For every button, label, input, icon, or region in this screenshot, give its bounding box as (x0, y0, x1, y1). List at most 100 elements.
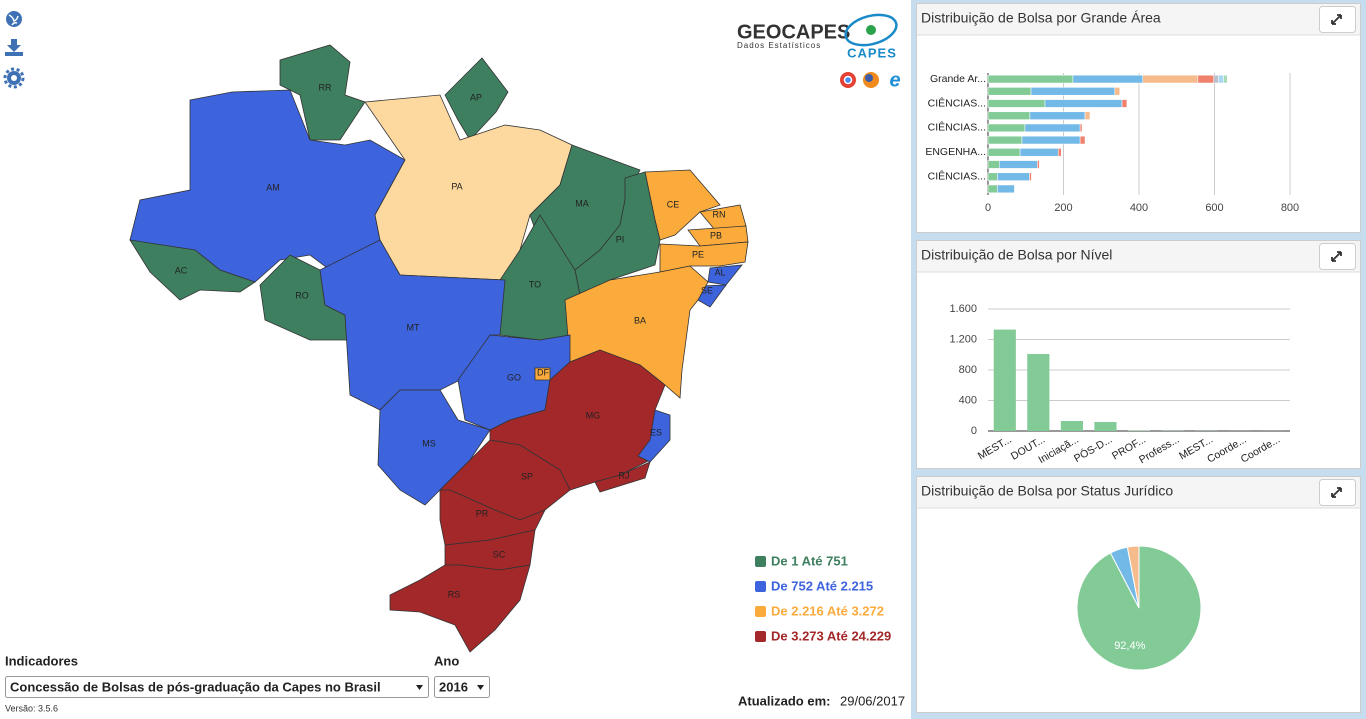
indicator-select[interactable] (5, 676, 429, 698)
state-label: GO (507, 372, 521, 382)
legend-label: De 2.216 Até 3.272 (771, 603, 884, 618)
bar-segment (1223, 74, 1228, 84)
chart-panel (916, 240, 1361, 469)
y-tick-label: ENGENHA... (925, 146, 986, 158)
expand-icon (1331, 251, 1342, 262)
settings-icon[interactable] (3, 67, 25, 89)
legend-swatch (755, 631, 766, 642)
gear-hole (11, 75, 17, 81)
state-label: CE (667, 199, 680, 209)
gear-teeth (3, 67, 25, 89)
state-label: BA (634, 315, 646, 325)
y-tick-label: 1.200 (949, 333, 977, 345)
state-label: MA (575, 198, 589, 208)
logo-brand: CAPES (847, 45, 897, 60)
logo: GEOCAPES Dados Estatísticos CAPES e (737, 13, 901, 91)
bar-segment (987, 160, 1000, 169)
state-label: RR (319, 82, 332, 92)
state-label: RN (713, 209, 726, 219)
y-tick-label: 800 (959, 364, 977, 376)
bar-segment (1057, 148, 1062, 157)
state-label: PE (692, 249, 704, 259)
bar-segment (1037, 160, 1040, 169)
select-arrow (477, 685, 484, 690)
logo-subtitle: Dados Estatísticos (737, 41, 821, 50)
download-icon[interactable] (5, 39, 23, 56)
bar-segment (1019, 148, 1059, 157)
chart-title: Distribuição de Bolsa por Nível (921, 247, 1112, 263)
updated-value: 29/06/2017 (840, 693, 905, 708)
bar-segment (1029, 172, 1032, 181)
state-label: RS (448, 589, 461, 599)
chart-title: Distribuição de Bolsa por Grande Área (921, 10, 1161, 26)
state-region[interactable] (439, 489, 546, 546)
legend-swatch (755, 606, 766, 617)
state-label: AM (266, 182, 280, 192)
x-tick-label: 0 (985, 202, 991, 214)
logo-title: GEOCAPES (737, 21, 850, 43)
state-region[interactable] (129, 89, 406, 283)
state-label: ES (650, 427, 662, 437)
state-region[interactable] (594, 461, 651, 493)
bar-segment (1021, 135, 1081, 145)
year-label: Ano (434, 653, 459, 668)
bar-segment (1121, 99, 1128, 108)
bar-segment (987, 87, 1032, 96)
year-select[interactable] (434, 676, 490, 698)
bar-segment (1218, 74, 1224, 84)
y-tick-label: CIÊNCIAS... (928, 96, 986, 109)
state-region[interactable] (389, 564, 531, 653)
bar-segment (1030, 87, 1116, 96)
state-region[interactable] (319, 239, 506, 411)
state-label: RO (295, 290, 309, 300)
ie-icon[interactable]: e (889, 69, 900, 91)
select-arrow (416, 685, 423, 690)
y-tick-label: 1.600 (949, 303, 977, 315)
y-tick-label: Grande Ar... (930, 73, 986, 85)
state-region[interactable] (444, 57, 509, 141)
version: Versão: 3.5.6 (5, 703, 58, 713)
x-tick-label: 800 (1281, 202, 1299, 214)
bar (1027, 353, 1050, 431)
charts: Distribuição de Bolsa por Grande Área 0 20… (916, 3, 1361, 713)
state-label: AL (714, 267, 725, 277)
bar-segment (1197, 74, 1214, 84)
state-region[interactable] (129, 239, 256, 301)
bar-segment (997, 184, 1015, 194)
state-label: PR (476, 508, 489, 518)
state-label: SP (521, 471, 533, 481)
legend-swatch (755, 581, 766, 592)
panel-header (917, 477, 1360, 508)
bar-segment (987, 135, 1023, 145)
bar-segment (1029, 111, 1086, 120)
state-label: RJ (619, 470, 630, 480)
state-label: SE (701, 285, 713, 295)
bar-segment (987, 74, 1074, 84)
state-label: AP (470, 92, 482, 102)
bar-segment (1142, 74, 1199, 84)
bar-segment (1213, 74, 1219, 84)
pie-label: 92,4% (1114, 640, 1145, 652)
pie-slice (1126, 545, 1140, 609)
chrome-center (843, 75, 853, 85)
map-legend: De 1 Até 751 De 752 Até 2.215 De 2.216 Até… (755, 553, 891, 643)
indicator-value: Concessão de Bolsas de pós-graduação da … (10, 679, 381, 694)
chart-title: Distribuição de Bolsa por Status Jurídic… (921, 483, 1173, 499)
legend-label: De 1 Até 751 (771, 553, 848, 568)
updated-label: Atualizado em: (738, 693, 830, 708)
logo-swoosh (844, 13, 898, 47)
expand-icon (1331, 487, 1342, 498)
toolbar (3, 11, 25, 89)
bar-segment (997, 172, 1030, 181)
y-tick-label: CIÊNCIAS... (928, 121, 986, 134)
legend-label: De 3.273 Até 24.229 (771, 628, 891, 643)
bar-segment (1079, 135, 1086, 145)
bar-segment (987, 148, 1021, 157)
panel-header (917, 241, 1360, 272)
bar-segment (987, 111, 1031, 120)
bar-segment (1084, 111, 1091, 120)
y-tick-label: 0 (971, 425, 977, 437)
state-label: PB (710, 230, 722, 240)
